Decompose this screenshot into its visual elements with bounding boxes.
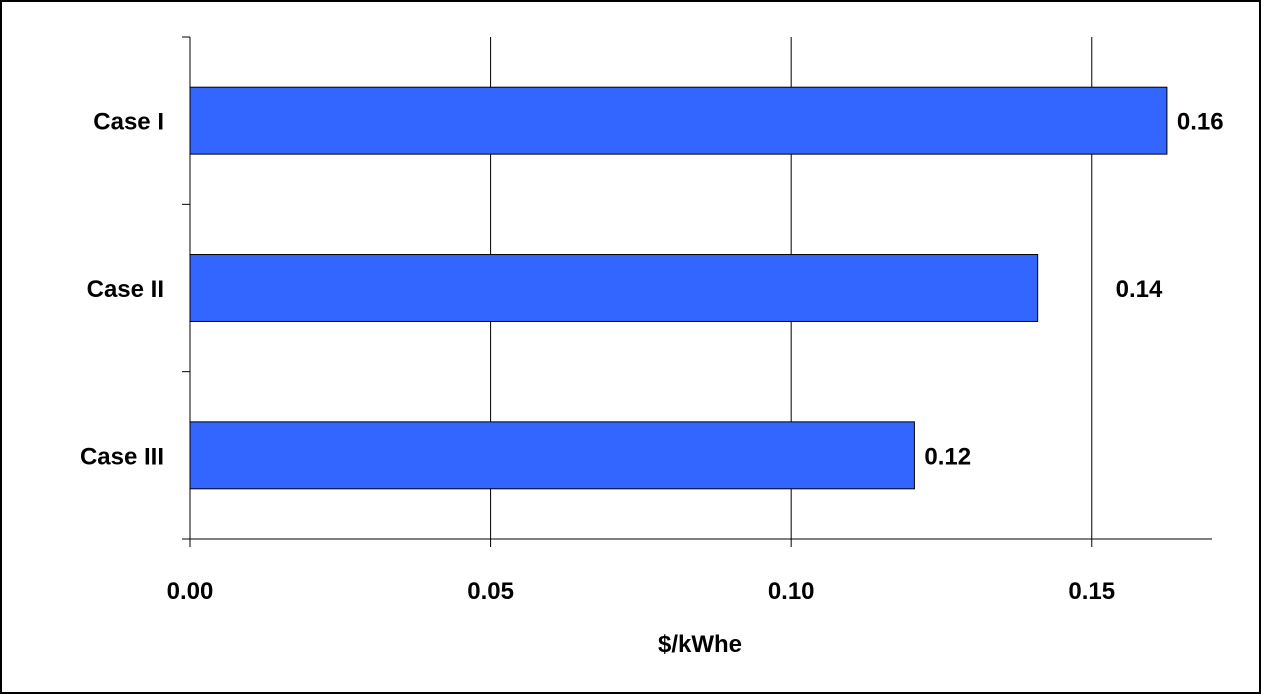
category-label-2: Case II: [87, 276, 164, 303]
bar-2: [189, 254, 1039, 322]
x-tick-label-1: 0.05: [467, 578, 514, 605]
category-label-1: Case I: [93, 109, 164, 136]
axes: [182, 36, 1212, 540]
bar-1: [189, 86, 1168, 155]
data-label-2: 0.14: [1116, 276, 1163, 303]
category-labels: Case I Case II Case III: [80, 109, 164, 471]
data-label-3: 0.12: [924, 443, 971, 470]
x-tick-label-0: 0.00: [167, 578, 214, 605]
x-ticks: 0.00 0.05 0.10 0.15: [167, 539, 1115, 605]
x-axis-title: $/kWhe: [658, 631, 742, 658]
category-label-3: Case III: [80, 443, 164, 470]
x-tick-label-3: 0.15: [1068, 578, 1115, 605]
data-labels: 0.16 0.14 0.12: [924, 109, 1223, 471]
bar-3: [189, 421, 915, 490]
x-tick-label-2: 0.10: [768, 578, 815, 605]
bars: [189, 86, 1168, 490]
data-label-1: 0.16: [1177, 109, 1224, 136]
